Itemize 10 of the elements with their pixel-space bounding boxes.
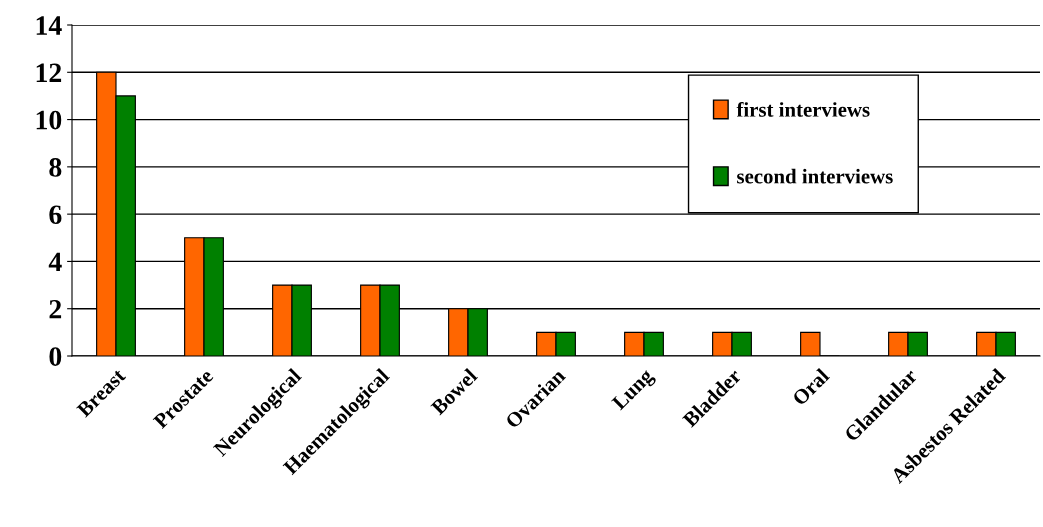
y-tick-label: 0 bbox=[49, 347, 62, 366]
legend-label: first interviews bbox=[736, 101, 870, 117]
y-tick-label: 12 bbox=[36, 63, 62, 82]
y-tick-label: 8 bbox=[49, 158, 62, 177]
y-tick-label: 10 bbox=[36, 110, 62, 130]
y-tick-label: 4 bbox=[48, 252, 62, 272]
y-tick-label: 6 bbox=[49, 205, 62, 225]
y-tick-label: 14 bbox=[36, 16, 62, 35]
legend-label: second interviews bbox=[737, 168, 893, 184]
y-tick-label: 2 bbox=[49, 299, 62, 319]
